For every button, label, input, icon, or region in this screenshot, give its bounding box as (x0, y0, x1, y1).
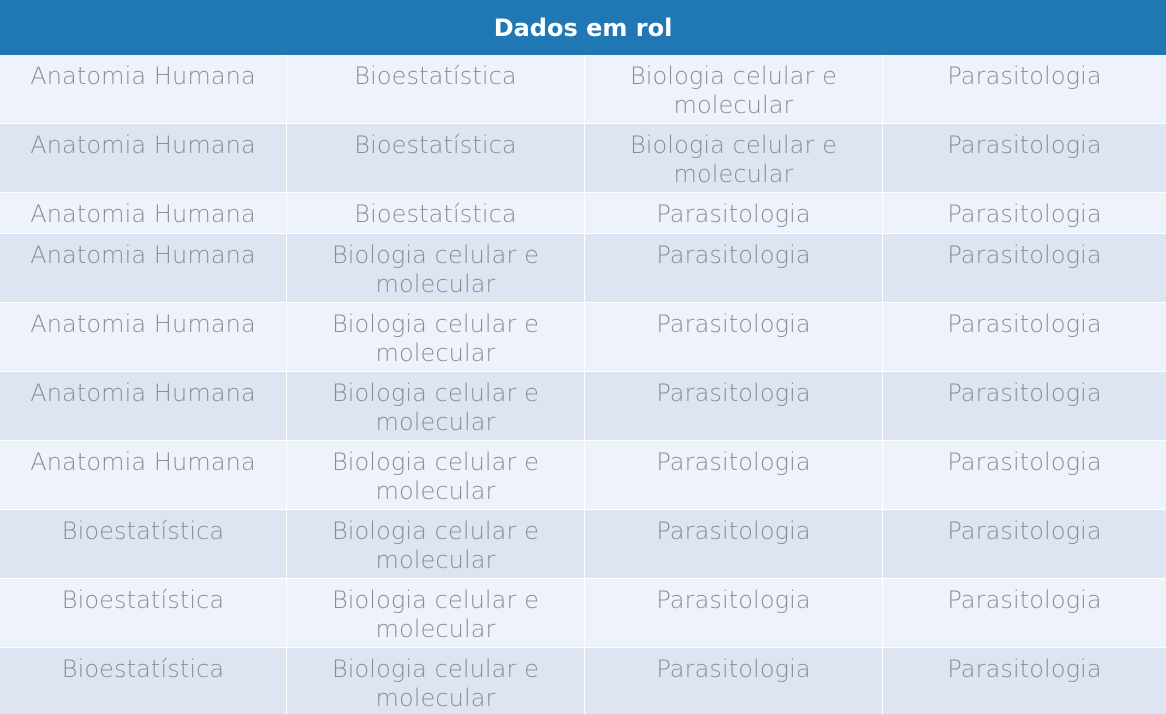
table-cell: Parasitologia (585, 441, 883, 510)
table-cell: Parasitologia (585, 510, 883, 579)
table-cell: Anatomia Humana (0, 124, 287, 193)
table-cell: Bioestatística (287, 55, 585, 124)
table-cell: Parasitologia (883, 193, 1166, 234)
table-cell: Parasitologia (883, 648, 1166, 714)
table-cell: Anatomia Humana (0, 303, 287, 372)
table-cell: Bioestatística (0, 510, 287, 579)
table-cell: Parasitologia (883, 441, 1166, 510)
table-cell: Biologia celular e molecular (585, 124, 883, 193)
table-cell: Parasitologia (585, 234, 883, 303)
table-cell: Anatomia Humana (0, 55, 287, 124)
table-cell: Anatomia Humana (0, 372, 287, 441)
table-cell: Parasitologia (883, 303, 1166, 372)
table-cell: Biologia celular e molecular (585, 55, 883, 124)
table-cell: Bioestatística (287, 124, 585, 193)
table-cell: Biologia celular e molecular (287, 648, 585, 714)
table-cell: Biologia celular e molecular (287, 510, 585, 579)
table-cell: Parasitologia (883, 372, 1166, 441)
table-title: Dados em rol (0, 0, 1166, 55)
table-cell: Parasitologia (585, 193, 883, 234)
table-cell: Parasitologia (883, 55, 1166, 124)
table-cell: Bioestatística (287, 193, 585, 234)
table-cell: Anatomia Humana (0, 441, 287, 510)
table-cell: Bioestatística (0, 648, 287, 714)
table-cell: Parasitologia (585, 372, 883, 441)
table-cell: Biologia celular e molecular (287, 441, 585, 510)
table-cell: Biologia celular e molecular (287, 234, 585, 303)
table-cell: Biologia celular e molecular (287, 372, 585, 441)
table-cell: Parasitologia (883, 579, 1166, 648)
table-cell: Parasitologia (883, 234, 1166, 303)
table-cell: Parasitologia (585, 648, 883, 714)
table-body: Anatomia Humana Bioestatística Biologia … (0, 55, 1166, 714)
table-cell: Biologia celular e molecular (287, 579, 585, 648)
table-cell: Bioestatística (0, 579, 287, 648)
table-cell: Anatomia Humana (0, 193, 287, 234)
table-cell: Biologia celular e molecular (287, 303, 585, 372)
table-cell: Parasitologia (883, 124, 1166, 193)
table-cell: Parasitologia (883, 510, 1166, 579)
table-cell: Anatomia Humana (0, 234, 287, 303)
table-cell: Parasitologia (585, 579, 883, 648)
table-cell: Parasitologia (585, 303, 883, 372)
